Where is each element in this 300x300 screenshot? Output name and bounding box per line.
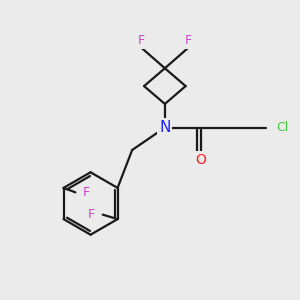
Text: N: N bbox=[159, 120, 170, 135]
Text: F: F bbox=[137, 34, 145, 47]
Text: O: O bbox=[195, 152, 206, 167]
Text: F: F bbox=[83, 186, 90, 199]
Text: F: F bbox=[185, 34, 192, 47]
Text: Cl: Cl bbox=[276, 121, 289, 134]
Text: F: F bbox=[88, 208, 95, 221]
